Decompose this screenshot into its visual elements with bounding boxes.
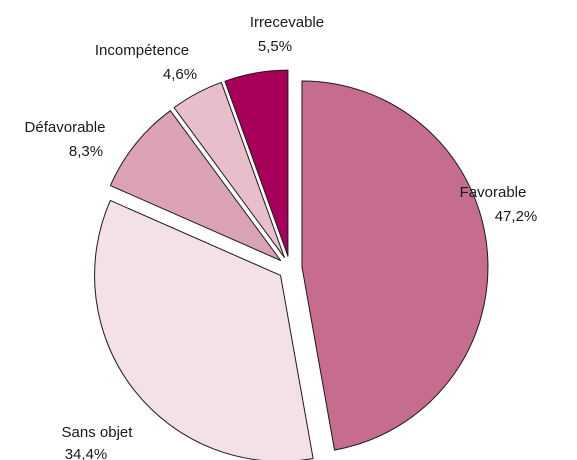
- pie-slices: [94, 69, 489, 460]
- slice-value-irrecevable: 5,5%: [258, 38, 292, 55]
- slice-value-defavorable: 8,3%: [69, 143, 103, 160]
- pie-slice-defavorable: [109, 110, 282, 261]
- pie-slice-sans-objet: [94, 199, 314, 460]
- slice-label-favorable: Favorable: [460, 184, 527, 201]
- slice-label-defavorable: Défavorable: [25, 119, 106, 136]
- pie-slice-incompetence: [173, 81, 285, 258]
- slice-label-irrecevable: Irrecevable: [250, 14, 324, 31]
- slice-label-incompetence: Incompétence: [95, 42, 189, 59]
- slice-value-favorable: 47,2%: [495, 208, 538, 225]
- pie-labels: Favorable 47,2% Sans objet 34,4% Défavor…: [25, 14, 538, 460]
- slice-label-sans-objet: Sans objet: [62, 424, 134, 441]
- slice-value-sans-objet: 34,4%: [65, 446, 108, 460]
- pie-slice-favorable: [301, 80, 489, 451]
- slice-value-incompetence: 4,6%: [163, 66, 197, 83]
- pie-slice-irrecevable: [224, 69, 289, 257]
